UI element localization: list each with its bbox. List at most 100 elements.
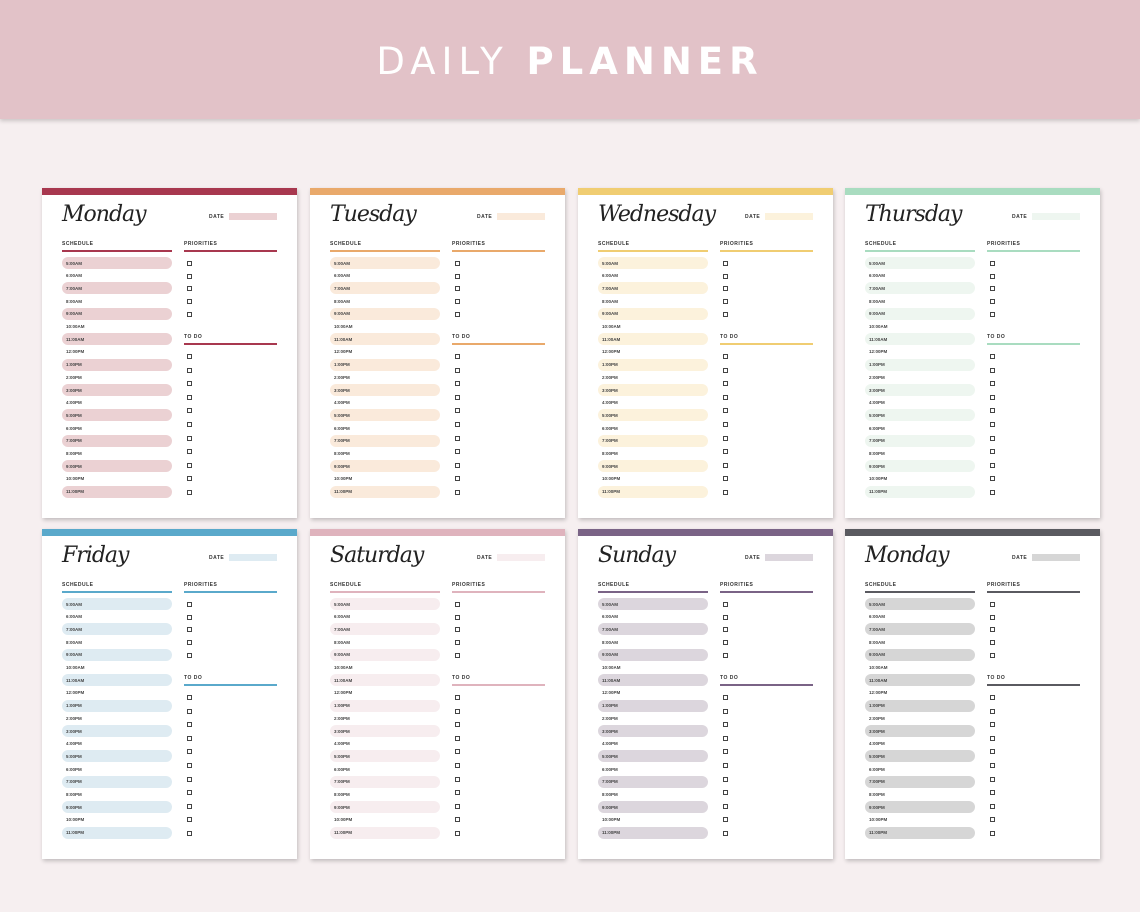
todo-checkbox[interactable]: [723, 763, 728, 768]
time-slot[interactable]: 5:00AM: [62, 598, 172, 610]
todo-checkbox[interactable]: [723, 708, 728, 714]
time-slot[interactable]: 4:00PM: [865, 738, 975, 750]
time-slot[interactable]: 2:00PM: [62, 712, 172, 724]
time-slot[interactable]: 3:00PM: [865, 725, 975, 737]
time-slot[interactable]: 9:00AM: [330, 648, 440, 661]
time-slot[interactable]: 7:00PM: [330, 775, 440, 788]
priority-checkbox[interactable]: [723, 261, 728, 266]
time-slot[interactable]: 7:00PM: [865, 434, 975, 447]
time-slot[interactable]: 12:00PM: [865, 687, 975, 699]
time-slot[interactable]: 6:00AM: [598, 611, 708, 623]
priority-checkbox[interactable]: [455, 640, 460, 646]
time-slot[interactable]: 11:00AM: [598, 333, 708, 346]
todo-checkbox[interactable]: [187, 831, 192, 836]
priority-checkbox[interactable]: [187, 286, 192, 292]
time-slot[interactable]: 6:00PM: [865, 422, 975, 434]
time-slot[interactable]: 6:00PM: [598, 422, 708, 434]
time-slot[interactable]: 8:00PM: [865, 448, 975, 460]
todo-checkbox[interactable]: [187, 722, 192, 728]
time-slot[interactable]: 4:00PM: [62, 397, 172, 409]
todo-checkbox[interactable]: [990, 735, 995, 741]
time-slot[interactable]: 3:00PM: [330, 725, 440, 737]
time-slot[interactable]: 6:00PM: [865, 763, 975, 775]
time-slot[interactable]: 10:00PM: [598, 473, 708, 485]
todo-checkbox[interactable]: [187, 367, 192, 373]
time-slot[interactable]: 7:00PM: [865, 775, 975, 788]
time-slot[interactable]: 11:00AM: [62, 333, 172, 346]
time-slot[interactable]: 12:00PM: [865, 346, 975, 358]
time-slot[interactable]: 10:00PM: [865, 814, 975, 826]
time-slot[interactable]: 9:00PM: [330, 801, 440, 814]
time-slot[interactable]: 6:00AM: [330, 611, 440, 623]
time-slot[interactable]: 9:00PM: [62, 801, 172, 814]
time-slot[interactable]: 6:00PM: [598, 763, 708, 775]
time-slot[interactable]: 10:00PM: [330, 814, 440, 826]
time-slot[interactable]: 7:00PM: [330, 434, 440, 447]
time-slot[interactable]: 10:00AM: [865, 321, 975, 333]
time-slot[interactable]: 5:00PM: [865, 750, 975, 763]
date-field[interactable]: [229, 213, 277, 220]
time-slot[interactable]: 4:00PM: [330, 738, 440, 750]
todo-checkbox[interactable]: [187, 476, 192, 482]
time-slot[interactable]: 6:00PM: [330, 422, 440, 434]
time-slot[interactable]: 1:00PM: [330, 699, 440, 712]
priority-checkbox[interactable]: [990, 614, 995, 620]
todo-checkbox[interactable]: [187, 803, 192, 809]
time-slot[interactable]: 5:00PM: [62, 750, 172, 763]
time-slot[interactable]: 1:00PM: [865, 358, 975, 371]
time-slot[interactable]: 10:00PM: [62, 814, 172, 826]
todo-checkbox[interactable]: [187, 394, 192, 400]
time-slot[interactable]: 1:00PM: [62, 358, 172, 371]
time-slot[interactable]: 7:00PM: [598, 434, 708, 447]
priority-checkbox[interactable]: [187, 627, 192, 633]
time-slot[interactable]: 8:00AM: [62, 636, 172, 648]
todo-checkbox[interactable]: [990, 763, 995, 768]
priority-checkbox[interactable]: [455, 627, 460, 633]
todo-checkbox[interactable]: [455, 381, 460, 387]
time-slot[interactable]: 5:00AM: [865, 257, 975, 269]
time-slot[interactable]: 11:00AM: [330, 674, 440, 687]
time-slot[interactable]: 5:00PM: [598, 750, 708, 763]
todo-checkbox[interactable]: [990, 354, 995, 359]
time-slot[interactable]: 2:00PM: [865, 371, 975, 383]
time-slot[interactable]: 11:00AM: [330, 333, 440, 346]
todo-checkbox[interactable]: [723, 381, 728, 387]
time-slot[interactable]: 8:00PM: [330, 789, 440, 801]
time-slot[interactable]: 10:00AM: [62, 662, 172, 674]
priority-checkbox[interactable]: [187, 273, 192, 279]
time-slot[interactable]: 8:00AM: [865, 636, 975, 648]
date-field[interactable]: [1032, 554, 1080, 561]
time-slot[interactable]: 9:00PM: [598, 460, 708, 473]
time-slot[interactable]: 6:00AM: [865, 270, 975, 282]
todo-checkbox[interactable]: [455, 831, 460, 836]
todo-checkbox[interactable]: [455, 749, 460, 755]
time-slot[interactable]: 9:00PM: [865, 801, 975, 814]
todo-checkbox[interactable]: [990, 749, 995, 755]
time-slot[interactable]: 8:00AM: [330, 636, 440, 648]
date-field[interactable]: [765, 554, 813, 561]
time-slot[interactable]: 8:00PM: [62, 789, 172, 801]
time-slot[interactable]: 2:00PM: [865, 712, 975, 724]
todo-checkbox[interactable]: [723, 435, 728, 441]
priority-checkbox[interactable]: [187, 299, 192, 305]
time-slot[interactable]: 8:00AM: [62, 295, 172, 307]
time-slot[interactable]: 11:00AM: [865, 333, 975, 346]
todo-checkbox[interactable]: [187, 422, 192, 427]
time-slot[interactable]: 8:00PM: [598, 789, 708, 801]
time-slot[interactable]: 6:00AM: [62, 611, 172, 623]
todo-checkbox[interactable]: [187, 449, 192, 455]
time-slot[interactable]: 11:00PM: [598, 485, 708, 498]
todo-checkbox[interactable]: [187, 763, 192, 768]
time-slot[interactable]: 2:00PM: [598, 712, 708, 724]
date-field[interactable]: [229, 554, 277, 561]
todo-checkbox[interactable]: [723, 817, 728, 823]
priority-checkbox[interactable]: [455, 602, 460, 607]
time-slot[interactable]: 5:00AM: [865, 598, 975, 610]
time-slot[interactable]: 5:00PM: [330, 750, 440, 763]
todo-checkbox[interactable]: [455, 803, 460, 809]
priority-checkbox[interactable]: [187, 652, 192, 658]
priority-checkbox[interactable]: [187, 602, 192, 607]
todo-checkbox[interactable]: [187, 817, 192, 823]
time-slot[interactable]: 11:00PM: [330, 485, 440, 498]
priority-checkbox[interactable]: [455, 261, 460, 266]
